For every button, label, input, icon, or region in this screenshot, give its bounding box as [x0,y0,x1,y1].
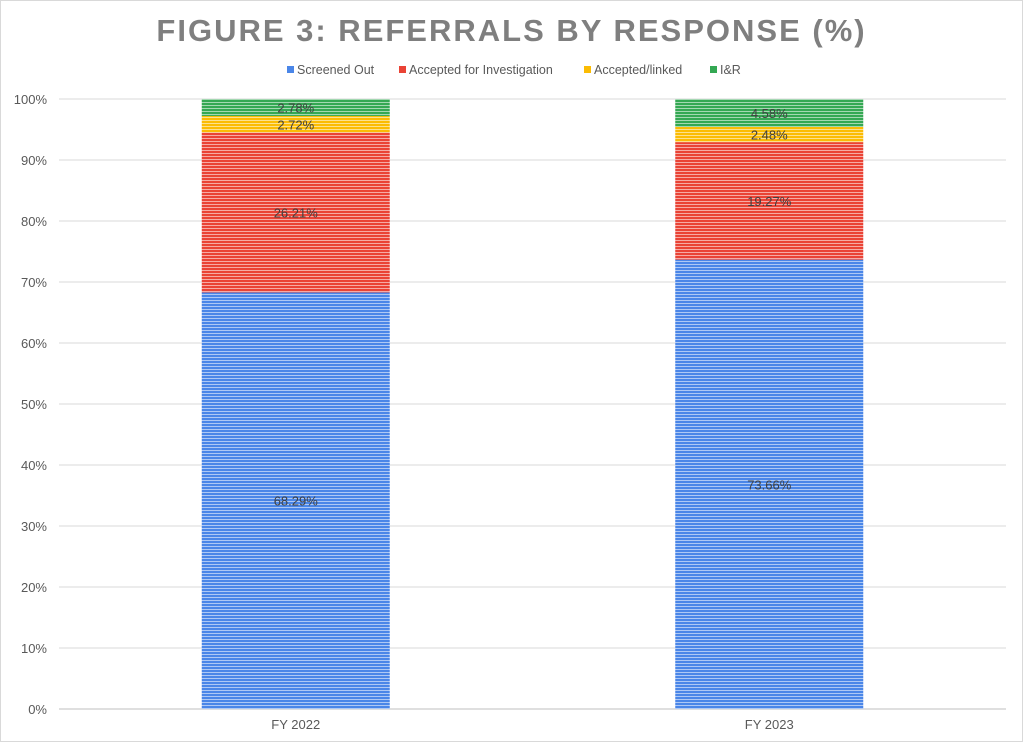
bar-segment [201,132,390,293]
data-label: 2.72% [277,117,314,132]
data-label: 68.29% [274,494,319,509]
y-tick-label: 30% [21,519,47,534]
bar-segment [675,259,864,709]
data-label: 4.58% [751,106,788,121]
bar-segment [675,142,864,260]
legend-label: Accepted for Investigation [409,63,553,77]
y-tick-label: 10% [21,641,47,656]
legend-swatch [399,66,406,73]
y-tick-label: 60% [21,336,47,351]
y-tick-label: 70% [21,275,47,290]
legend-swatch [710,66,717,73]
data-label: 2.48% [751,128,788,143]
bar-segment [201,99,390,116]
bar-segment [201,115,390,133]
bar-segment [675,99,864,127]
y-tick-label: 50% [21,397,47,412]
y-tick-label: 20% [21,580,47,595]
legend-label: I&R [720,63,741,77]
data-label: 73.66% [747,477,792,492]
bar-segment [201,292,390,709]
y-tick-label: 80% [21,214,47,229]
x-tick-label: FY 2022 [271,717,320,732]
legend-swatch [584,66,591,73]
x-tick-label: FY 2023 [745,717,794,732]
legend-label: Accepted/linked [594,63,682,77]
legend-swatch [287,66,294,73]
chart-title: FIGURE 3: REFERRALS BY RESPONSE (%) [156,13,867,48]
y-tick-label: 0% [28,702,47,717]
y-tick-label: 100% [14,92,48,107]
bar-segment [675,126,864,143]
legend-label: Screened Out [297,63,375,77]
y-tick-label: 90% [21,153,47,168]
data-label: 19.27% [747,194,792,209]
data-label: 2.78% [277,100,314,115]
data-label: 26.21% [274,205,319,220]
y-tick-label: 40% [21,458,47,473]
